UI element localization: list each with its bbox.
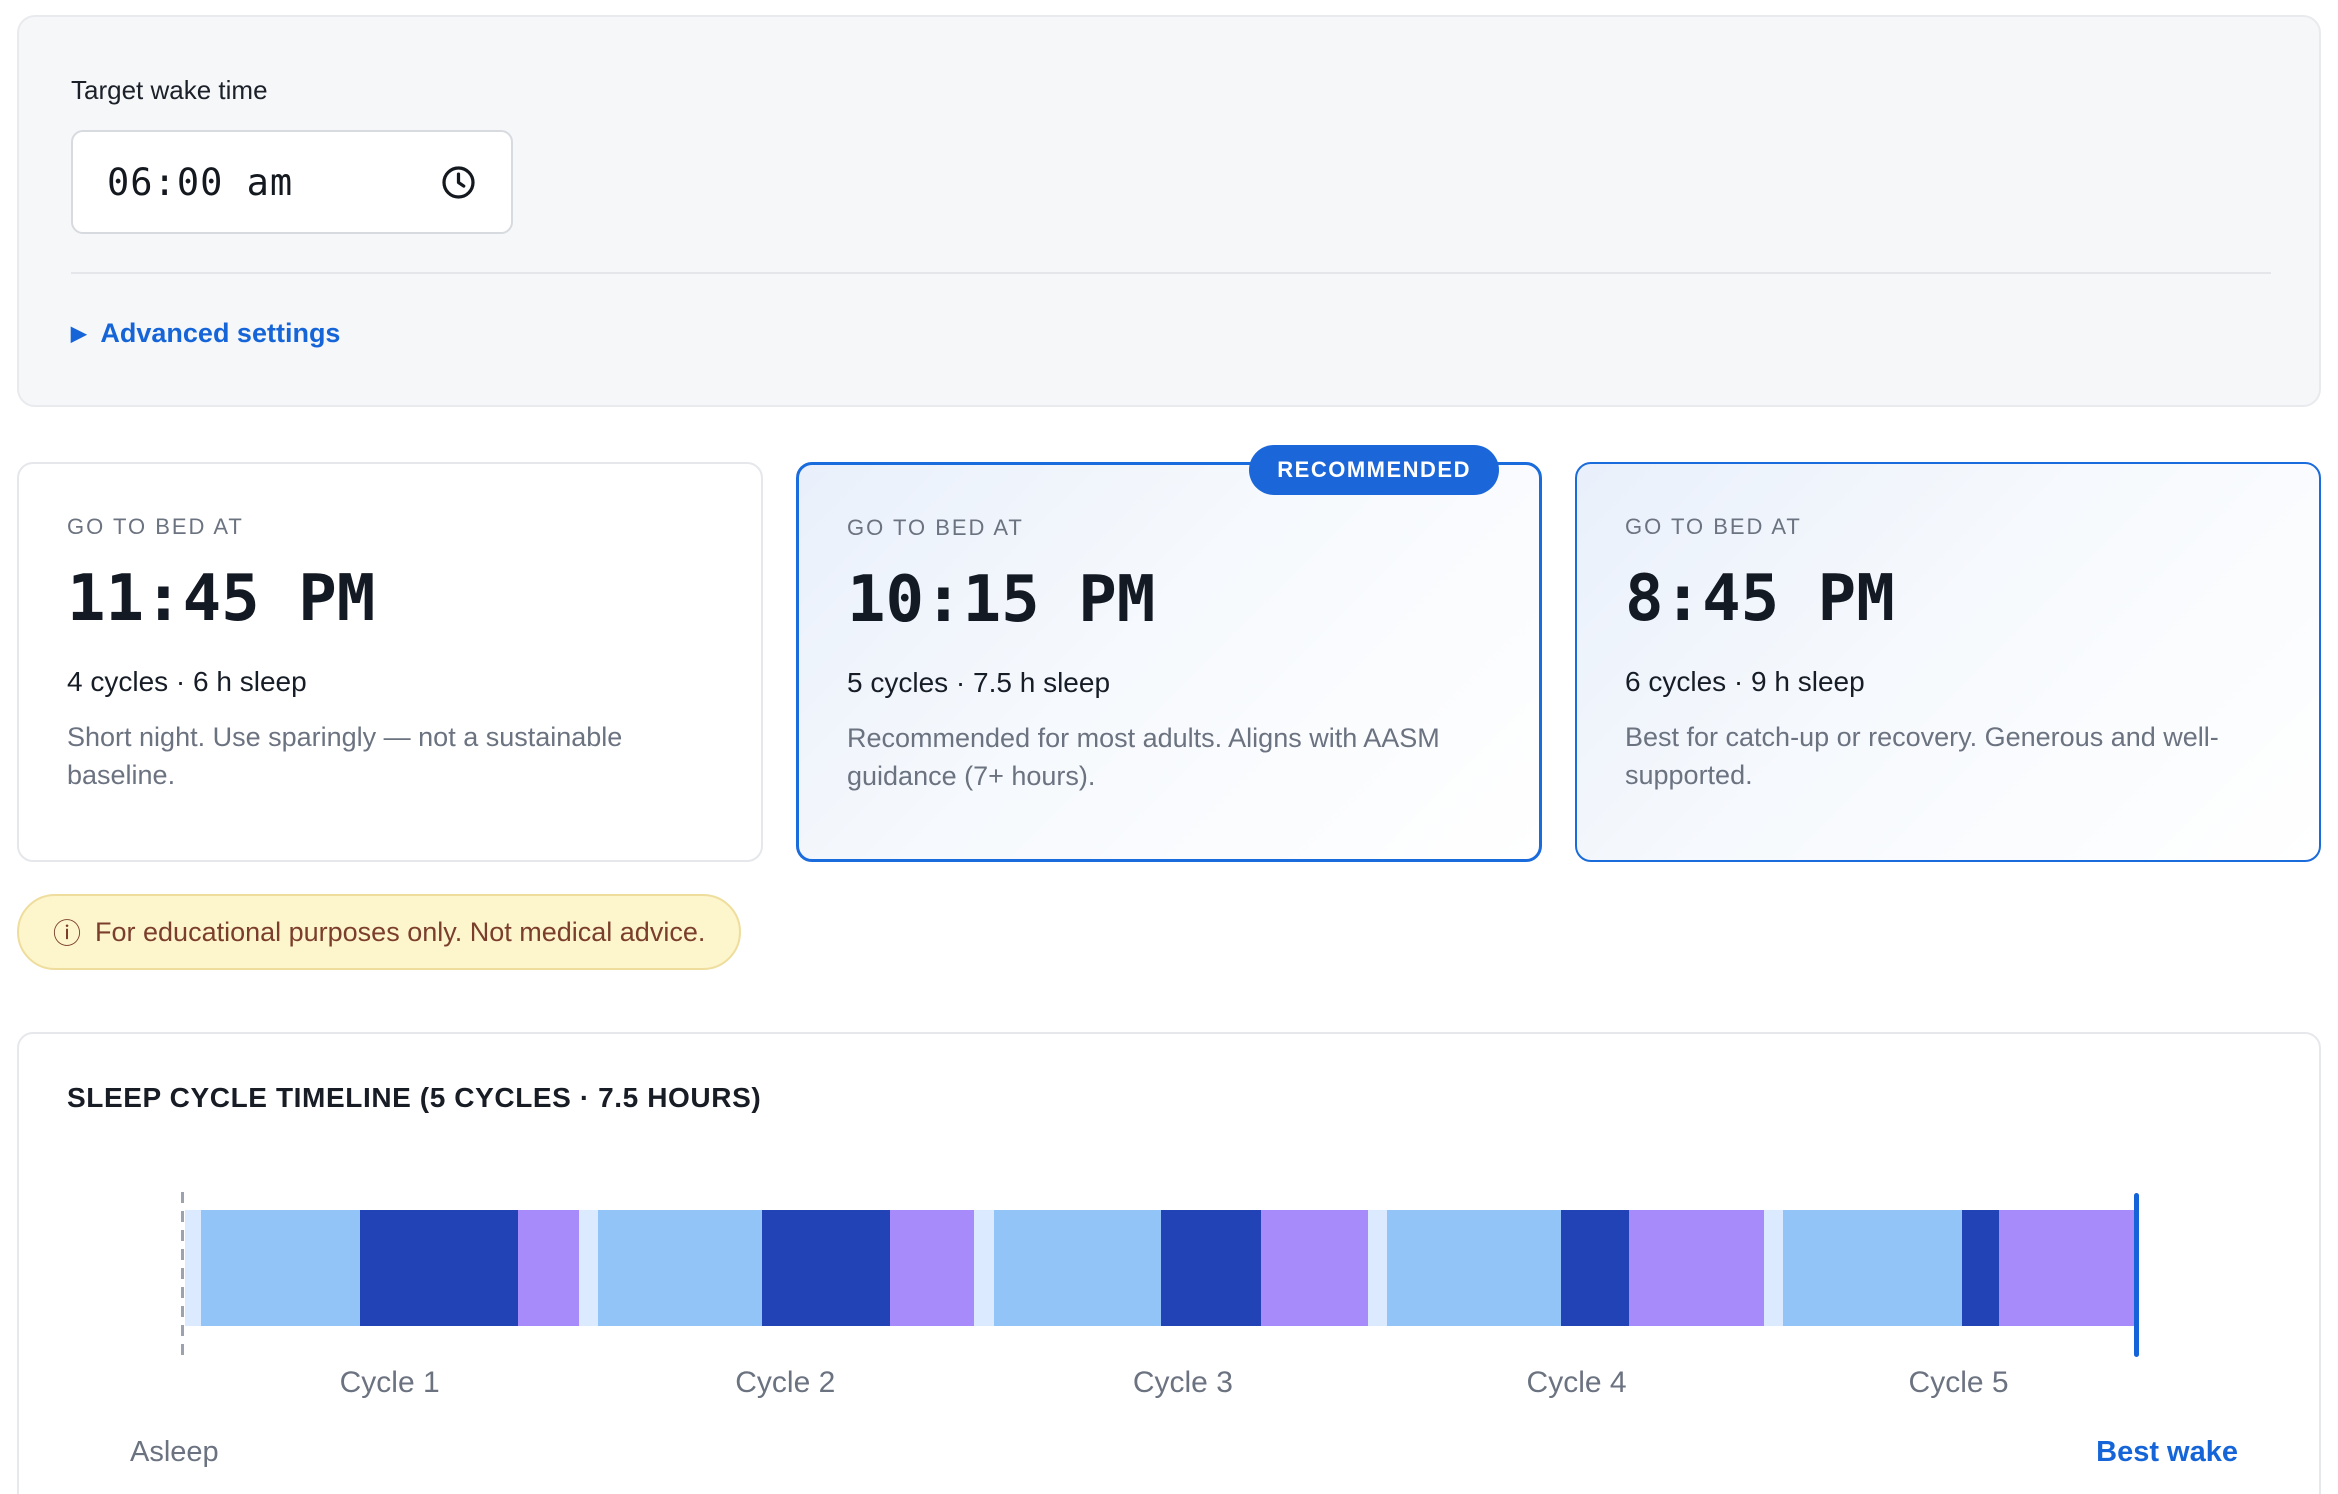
- cycle-label: Cycle 4: [1526, 1366, 1627, 1399]
- info-icon: ⓘ: [53, 918, 82, 949]
- bedtime-meta: 5 cycles · 7.5 h sleep: [847, 667, 1111, 698]
- timeline-segment-rem: [890, 1210, 975, 1326]
- bedtime-description: Short night. Use sparingly — not a susta…: [67, 722, 623, 791]
- bedtime-card-heading: GO TO BED AT: [847, 515, 1024, 540]
- form-divider: [71, 272, 2271, 274]
- timeline-segment-transition: [1367, 1210, 1388, 1326]
- bedtime-cards-row: GO TO BED AT 11:45 PM 4 cycles · 6 h sle…: [17, 445, 2321, 862]
- cycle-label: Cycle 1: [339, 1366, 440, 1399]
- bedtime-description: Recommended for most adults. Aligns with…: [847, 723, 1440, 792]
- bedtime-card-1[interactable]: GO TO BED AT 11:45 PM 4 cycles · 6 h sle…: [17, 462, 763, 862]
- sleep-cycle-timeline-card: SLEEP CYCLE TIMELINE (5 CYCLES · 7.5 HOU…: [17, 1032, 2321, 1494]
- bedtime-meta: 4 cycles · 6 h sleep: [67, 666, 307, 697]
- timeline-segment-deep: [1962, 1210, 2000, 1326]
- timeline-segment-light: [993, 1210, 1162, 1326]
- wake-time-input[interactable]: [107, 160, 377, 204]
- clock-icon[interactable]: [440, 164, 477, 201]
- timeline-chart: [181, 1192, 2139, 1358]
- best-wake-marker-line: [2134, 1193, 2139, 1357]
- wake-time-form-card: Target wake time ▶ Advanced settings: [17, 15, 2321, 407]
- bedtime-card-heading: GO TO BED AT: [67, 514, 244, 539]
- cycle-labels-row: Cycle 1 Cycle 2 Cycle 3 Cycle 4 Cycle 5: [185, 1366, 2134, 1404]
- timeline-segment-transition: [974, 1210, 994, 1326]
- timeline-segment-rem: [1629, 1210, 1764, 1326]
- bedtime-time: 8:45 PM: [1625, 562, 1895, 636]
- cycle-label: Cycle 5: [1908, 1366, 2009, 1399]
- timeline-segment-light: [200, 1210, 361, 1326]
- bedtime-description: Best for catch-up or recovery. Generous …: [1625, 722, 2219, 791]
- timeline-footer-row: Asleep Best wake: [67, 1436, 2271, 1469]
- timeline-segment-deep: [1161, 1210, 1261, 1326]
- timeline-segment-transition: [578, 1210, 599, 1326]
- bedtime-card-3[interactable]: GO TO BED AT 8:45 PM 6 cycles · 9 h slee…: [1575, 462, 2321, 862]
- advanced-settings-toggle[interactable]: ▶ Advanced settings: [71, 318, 340, 349]
- timeline-segment-transition: [1763, 1210, 1784, 1326]
- timeline-segment-rem: [1999, 1210, 2134, 1326]
- advanced-settings-label: Advanced settings: [100, 318, 341, 348]
- timeline-segment-light: [1783, 1210, 1963, 1326]
- timeline-segment-transition: [185, 1210, 201, 1326]
- timeline-segment-deep: [360, 1210, 519, 1326]
- bedtime-meta: 6 cycles · 9 h sleep: [1625, 666, 1865, 697]
- disclaimer-banner: ⓘ For educational purposes only. Not med…: [17, 894, 742, 970]
- timeline-segment-rem: [1260, 1210, 1368, 1326]
- recommended-badge: RECOMMENDED: [1249, 445, 1499, 495]
- bedtime-time: 10:15 PM: [847, 563, 1156, 637]
- timeline-segment-rem: [518, 1210, 579, 1326]
- target-wake-time-label: Target wake time: [71, 75, 268, 105]
- best-wake-label[interactable]: Best wake: [2096, 1436, 2238, 1468]
- wake-time-field[interactable]: [71, 130, 513, 234]
- bedtime-card-heading: GO TO BED AT: [1625, 514, 1802, 539]
- expand-triangle-icon: ▶: [71, 322, 87, 345]
- timeline-bar: [185, 1210, 2134, 1326]
- timeline-segment-light: [1387, 1210, 1561, 1326]
- timeline-heading: SLEEP CYCLE TIMELINE (5 CYCLES · 7.5 HOU…: [67, 1082, 762, 1113]
- bedtime-card-2-recommended[interactable]: RECOMMENDED GO TO BED AT 10:15 PM 5 cycl…: [796, 445, 1542, 862]
- disclaimer-text: For educational purposes only. Not medic…: [95, 916, 706, 947]
- bedtime-time: 11:45 PM: [67, 562, 376, 636]
- timeline-segment-light: [598, 1210, 762, 1326]
- cycle-label: Cycle 3: [1132, 1366, 1233, 1399]
- timeline-segment-deep: [1560, 1210, 1630, 1326]
- cycle-label: Cycle 2: [735, 1366, 836, 1399]
- timeline-segment-deep: [761, 1210, 891, 1326]
- asleep-label: Asleep: [130, 1436, 219, 1468]
- sleep-start-dashed-line: [181, 1192, 184, 1358]
